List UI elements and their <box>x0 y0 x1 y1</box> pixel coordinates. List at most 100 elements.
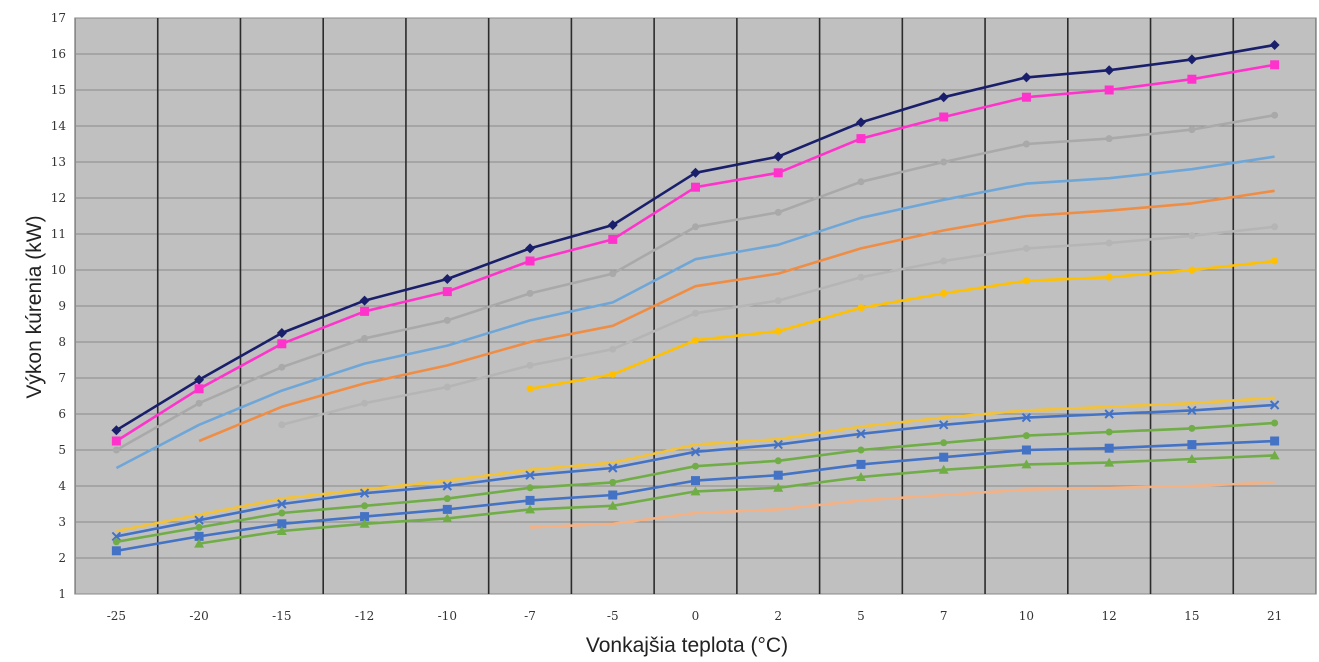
data-point <box>277 499 287 509</box>
data-point <box>360 306 370 316</box>
data-point <box>692 336 699 344</box>
data-point <box>276 328 287 338</box>
data-point <box>690 447 701 457</box>
x-tick-label: -10 <box>438 609 457 623</box>
data-point <box>359 295 370 306</box>
data-point <box>1186 54 1197 65</box>
series-2 <box>111 60 1280 446</box>
data-point <box>1271 223 1279 231</box>
x-tick-label: -12 <box>355 609 374 623</box>
data-point <box>774 327 782 335</box>
data-point <box>1269 40 1280 50</box>
y-tick-label: 1 <box>58 587 66 601</box>
data-point <box>443 383 451 391</box>
x-tick-label: -7 <box>524 609 536 623</box>
data-point <box>1188 424 1196 432</box>
data-point <box>1271 257 1279 265</box>
y-tick-label: 9 <box>58 299 66 313</box>
data-point <box>1269 400 1280 410</box>
data-point <box>691 182 700 192</box>
data-point <box>443 495 451 503</box>
data-point <box>773 482 784 492</box>
data-point <box>1271 419 1279 427</box>
data-point <box>609 478 617 486</box>
data-point <box>526 484 534 492</box>
series-13 <box>529 481 1275 529</box>
data-point <box>856 429 866 439</box>
data-point <box>442 287 452 297</box>
data-point <box>939 452 949 462</box>
data-point <box>1021 445 1031 455</box>
data-point <box>359 488 370 498</box>
data-point <box>1187 405 1197 416</box>
data-point <box>1187 74 1197 84</box>
data-point <box>690 486 701 496</box>
data-point <box>1188 266 1196 274</box>
y-tick-label: 17 <box>51 11 66 25</box>
data-point <box>690 167 701 178</box>
series-line <box>529 259 1275 391</box>
x-tick-label: 12 <box>1102 609 1117 623</box>
data-point <box>525 256 535 266</box>
series-layer <box>111 40 1280 556</box>
series-line <box>198 454 1275 545</box>
data-point <box>442 513 453 523</box>
data-point <box>277 339 287 349</box>
x-tick-label: 10 <box>1019 609 1034 623</box>
data-point <box>1104 443 1114 453</box>
data-point <box>608 234 618 244</box>
data-point <box>608 463 618 473</box>
data-point <box>774 457 782 465</box>
data-point <box>940 158 948 166</box>
data-point <box>112 538 120 546</box>
data-point <box>360 512 370 522</box>
data-point <box>774 297 782 305</box>
x-tick-label: -5 <box>607 609 619 623</box>
x-tick-label: 7 <box>940 609 948 623</box>
data-point <box>608 490 618 500</box>
data-point <box>773 168 783 178</box>
data-point <box>1021 412 1032 423</box>
data-point <box>940 257 948 265</box>
data-point <box>940 439 948 447</box>
x-tick-label: 0 <box>692 609 700 623</box>
data-point <box>526 385 534 393</box>
data-point <box>940 289 948 297</box>
data-point <box>607 500 618 510</box>
data-point <box>111 546 121 556</box>
data-point <box>1105 135 1113 143</box>
y-tick-label: 12 <box>51 191 66 205</box>
data-point <box>1187 440 1197 450</box>
x-tick-label: 5 <box>857 609 865 623</box>
series-5 <box>198 189 1275 443</box>
series-12 <box>194 450 1280 548</box>
data-point <box>277 519 287 529</box>
data-point <box>692 309 699 317</box>
data-point <box>857 304 865 312</box>
series-3 <box>112 111 1279 454</box>
data-point <box>938 464 949 474</box>
data-point <box>1022 140 1030 148</box>
series-6 <box>278 223 1279 429</box>
x-tick-label: -15 <box>272 609 291 623</box>
data-point <box>278 509 286 517</box>
data-point <box>443 316 451 324</box>
data-point <box>1188 232 1196 240</box>
y-tick-label: 6 <box>58 407 66 421</box>
data-point <box>938 420 949 430</box>
data-point <box>1270 60 1280 70</box>
data-point <box>1271 111 1279 119</box>
y-tick-label: 7 <box>58 371 66 385</box>
data-point <box>1188 126 1196 134</box>
data-point <box>857 178 865 186</box>
data-point <box>1021 92 1031 102</box>
data-point <box>361 502 369 510</box>
data-point <box>773 151 784 162</box>
series-line <box>116 396 1275 533</box>
data-point <box>1269 450 1280 460</box>
data-point <box>194 515 204 525</box>
data-point <box>692 223 699 231</box>
data-point <box>361 399 369 407</box>
